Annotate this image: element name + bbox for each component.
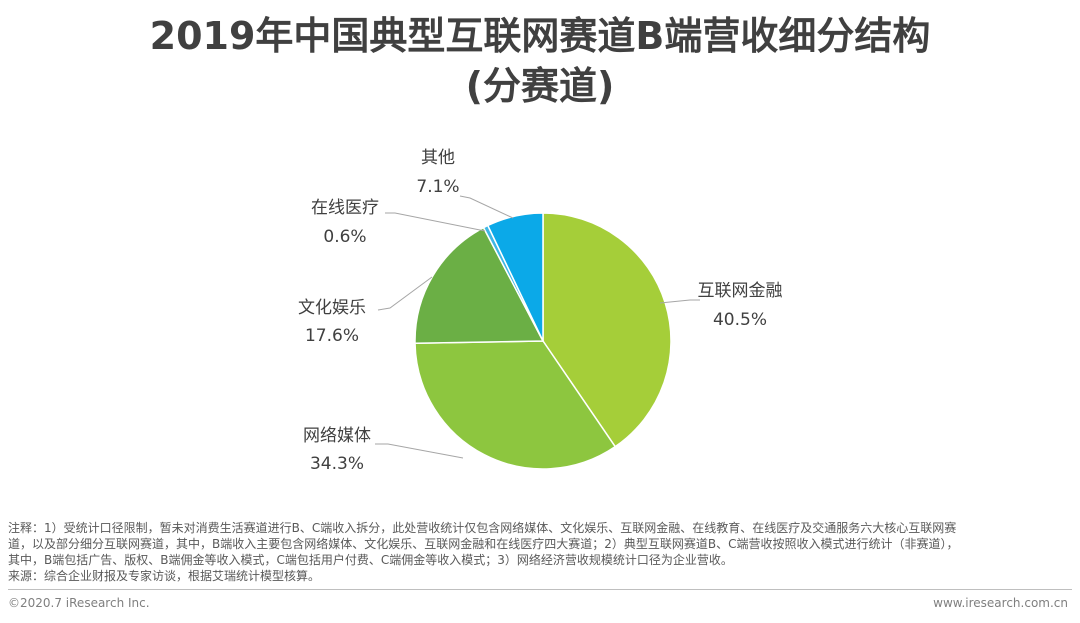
slice-label-3: 在线医疗 [311,198,379,218]
footer-divider [8,589,1072,590]
slice-value-3: 0.6% [323,227,366,247]
footer-copyright: ©2020.7 iResearch Inc. [8,596,150,610]
leader-line-4 [459,195,514,219]
leader-line-2 [377,276,433,311]
footer-website: www.iresearch.com.cn [933,596,1068,610]
note-line-1: 注释：1）受统计口径限制，暂未对消费生活赛道进行B、C端收入拆分，此处营收统计仅… [8,521,957,535]
note-line-3: 其中，B端包括广告、版权、B端佣金等收入模式，C端包括用户付费、C端佣金等收入模… [8,553,733,567]
chart-subtitle: (分赛道) [465,64,615,108]
note-line-2: 道，以及部分细分互联网赛道，其中，B端收入主要包含网络媒体、文化娱乐、互联网金融… [8,537,959,551]
pie-slice-1 [414,340,617,470]
slice-label-0: 互联网金融 [698,281,783,301]
slice-value-2: 17.6% [305,326,359,346]
leader-line-1 [375,443,464,459]
pie-slice-4 [486,212,544,342]
slice-label-1: 网络媒体 [303,426,371,446]
pie-slice-2 [414,226,545,344]
source-note: 来源：综合企业财报及专家访谈，根据艾瑞统计模型核算。 [8,569,321,583]
slice-label-2: 文化娱乐 [298,298,366,318]
pie-chart: 互联网金融 40.5% 网络媒体 34.3% 文化娱乐 17.6% 在线医疗 0.6% 其他 7.… [298,148,783,474]
pie-slice-0 [542,212,672,448]
leader-line-3 [385,212,486,232]
leader-line-0 [659,299,700,304]
slice-label-4: 其他 [421,148,455,168]
chart-title: 2019年中国典型互联网赛道B端营收细分结构 [149,14,931,58]
slice-value-0: 40.5% [713,310,767,330]
slice-value-4: 7.1% [416,177,459,197]
slice-value-1: 34.3% [310,454,364,474]
